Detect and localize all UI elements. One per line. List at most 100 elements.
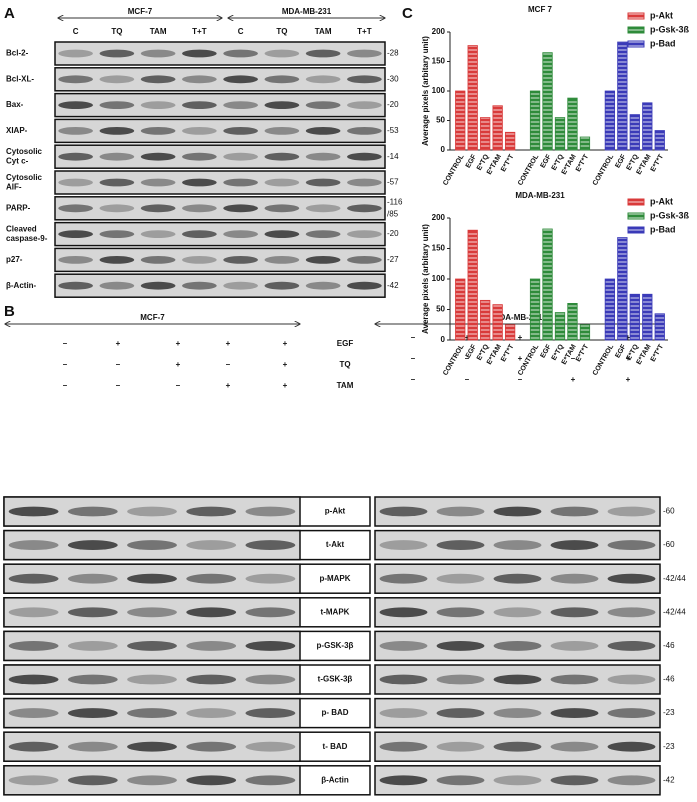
band bbox=[58, 230, 93, 239]
blot bbox=[54, 196, 386, 221]
band bbox=[305, 255, 341, 264]
band bbox=[245, 775, 296, 786]
treatment-sign: – bbox=[518, 375, 523, 384]
y-tick-label: 100 bbox=[432, 86, 446, 95]
band bbox=[493, 775, 542, 786]
band bbox=[245, 506, 296, 517]
band bbox=[607, 540, 656, 551]
bar bbox=[604, 90, 616, 151]
band bbox=[379, 540, 428, 551]
band bbox=[99, 126, 135, 135]
protein-label: Bcl-2- bbox=[6, 49, 29, 58]
band bbox=[223, 230, 258, 239]
band bbox=[140, 49, 176, 58]
band bbox=[245, 540, 296, 551]
lane-label: T+T bbox=[192, 27, 207, 36]
treatment-sign: – bbox=[63, 339, 68, 348]
treatment-sign: + bbox=[571, 375, 576, 384]
band bbox=[347, 152, 382, 161]
band bbox=[347, 178, 382, 187]
y-tick-label: 150 bbox=[432, 244, 446, 253]
legend-swatch bbox=[627, 26, 645, 34]
mw-label: -42 bbox=[387, 281, 399, 290]
band bbox=[127, 674, 177, 685]
band bbox=[99, 49, 135, 58]
band bbox=[305, 230, 341, 239]
band bbox=[493, 607, 542, 618]
band bbox=[493, 573, 542, 584]
protein-label: PARP- bbox=[6, 203, 31, 212]
protein-label: Cytosolic bbox=[6, 147, 43, 156]
protein-label: t-MAPK bbox=[321, 607, 350, 616]
y-tick-label: 200 bbox=[432, 27, 446, 36]
lane-label: TAM bbox=[315, 27, 332, 36]
lane-label: TQ bbox=[276, 27, 287, 36]
bar bbox=[467, 45, 478, 151]
bar bbox=[617, 41, 628, 151]
band bbox=[127, 775, 177, 786]
band bbox=[223, 101, 258, 110]
mw-label: -42 bbox=[663, 775, 675, 784]
bar bbox=[579, 136, 591, 151]
bar bbox=[604, 278, 616, 341]
treatment-sign: + bbox=[176, 360, 181, 369]
treatment-sign: – bbox=[411, 375, 416, 384]
band bbox=[8, 573, 59, 584]
legend-label: p-Gsk-3ß bbox=[650, 210, 690, 220]
band bbox=[67, 674, 118, 685]
band bbox=[182, 230, 217, 239]
group-label: MCF-7 bbox=[140, 313, 165, 322]
bar bbox=[504, 324, 516, 341]
band bbox=[607, 640, 656, 651]
band bbox=[264, 49, 300, 58]
band bbox=[245, 674, 296, 685]
lane-label: C bbox=[73, 27, 79, 36]
band bbox=[493, 741, 542, 752]
band bbox=[58, 101, 93, 110]
treatment-sign: – bbox=[116, 360, 121, 369]
band bbox=[140, 75, 176, 84]
band bbox=[223, 126, 258, 135]
band bbox=[245, 708, 296, 719]
band bbox=[58, 178, 93, 187]
legend-swatch bbox=[627, 12, 645, 20]
treatment-sign: – bbox=[63, 360, 68, 369]
band bbox=[8, 741, 59, 752]
band bbox=[550, 674, 599, 685]
band bbox=[493, 540, 542, 551]
mw-label: -53 bbox=[387, 126, 399, 135]
legend-label: p-Akt bbox=[650, 10, 673, 20]
band bbox=[8, 708, 59, 719]
blot bbox=[54, 118, 386, 144]
band bbox=[264, 204, 300, 213]
legend-label: p-Bad bbox=[650, 224, 676, 234]
protein-label: caspase-9- bbox=[6, 234, 48, 243]
y-tick-label: 150 bbox=[432, 57, 446, 66]
bar bbox=[480, 299, 491, 341]
bar bbox=[629, 293, 640, 341]
band bbox=[550, 573, 599, 584]
treatment-sign: + bbox=[518, 354, 523, 363]
panel-label: C bbox=[402, 5, 413, 22]
treatment-sign: + bbox=[283, 339, 288, 348]
treatment-label: EGF bbox=[337, 339, 354, 348]
bar bbox=[529, 90, 541, 151]
band bbox=[186, 573, 237, 584]
band bbox=[347, 204, 382, 213]
treatment-sign: + bbox=[518, 333, 523, 342]
treatment-sign: + bbox=[626, 354, 631, 363]
band bbox=[182, 204, 217, 213]
band bbox=[264, 178, 300, 187]
band bbox=[347, 49, 382, 58]
band bbox=[245, 741, 296, 752]
group-label: MCF-7 bbox=[128, 7, 153, 16]
band bbox=[436, 775, 485, 786]
x-tick-label: CONTROL bbox=[592, 153, 616, 187]
band bbox=[379, 674, 428, 685]
chart-title: MCF 7 bbox=[528, 5, 553, 14]
band bbox=[607, 674, 656, 685]
band bbox=[99, 204, 135, 213]
band bbox=[140, 126, 176, 135]
mw-label: -30 bbox=[387, 74, 399, 83]
